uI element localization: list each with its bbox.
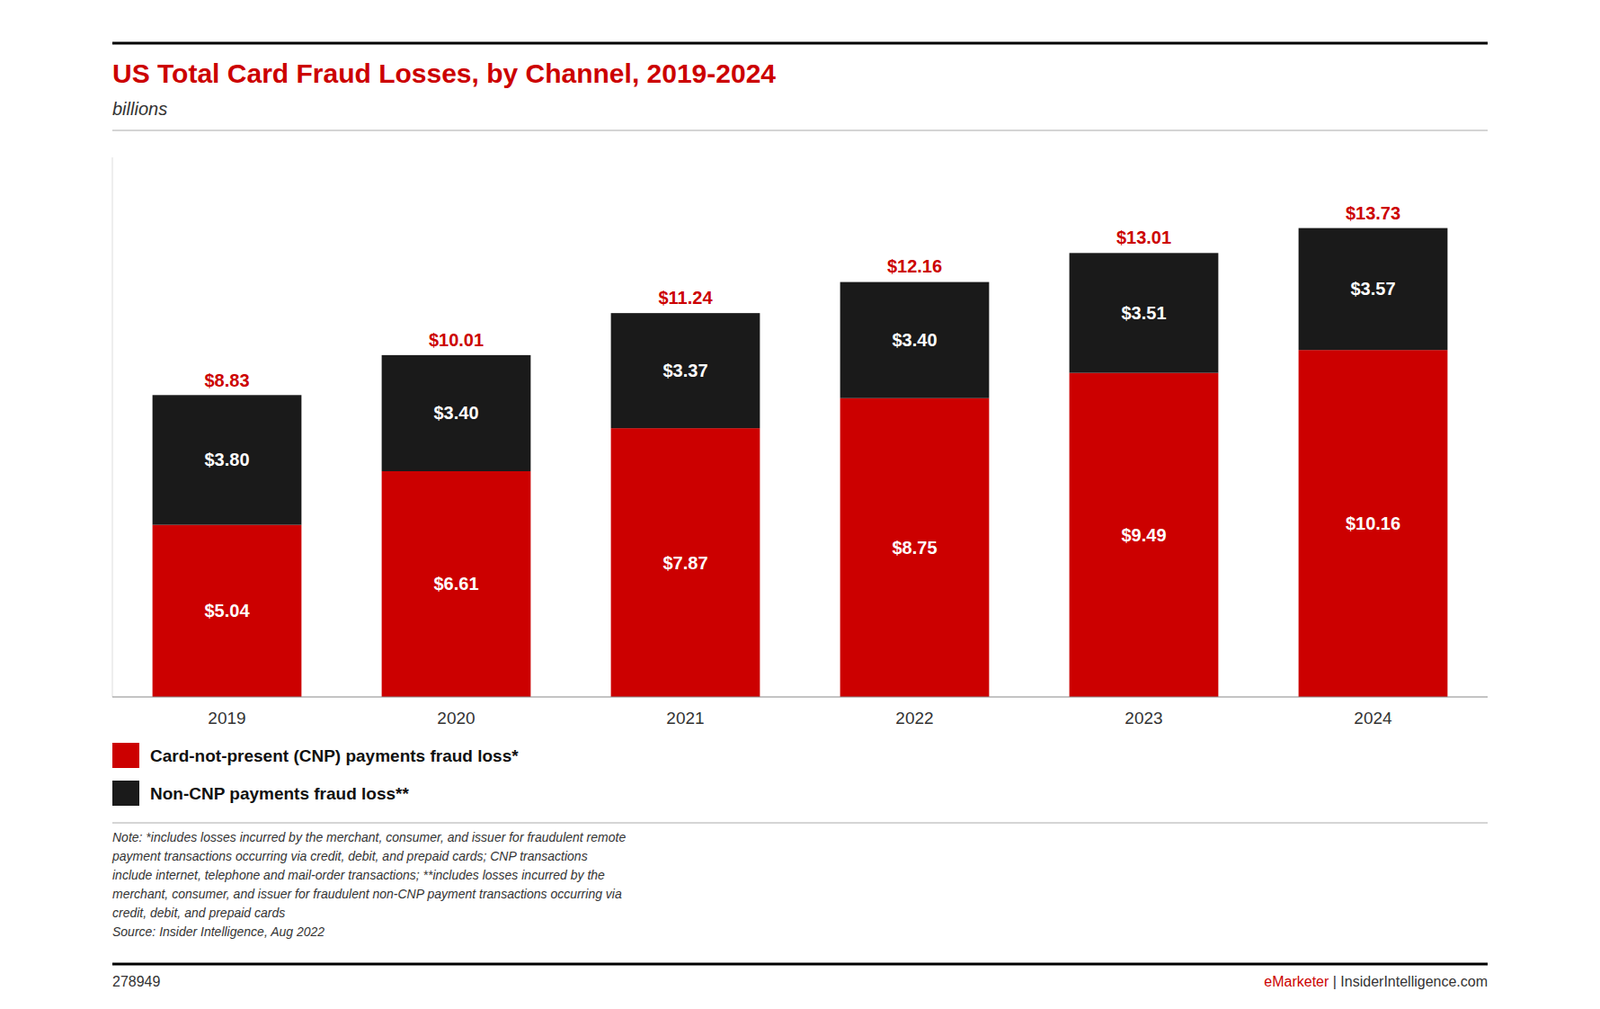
note-line: Source: Insider Intelligence, Aug 2022 xyxy=(112,924,325,939)
total-label: $13.01 xyxy=(1116,227,1172,248)
footer-id: 278949 xyxy=(112,973,160,989)
bar-segment xyxy=(1069,373,1219,697)
x-tick-label: 2023 xyxy=(1124,708,1163,728)
x-tick-label: 2022 xyxy=(895,708,934,728)
segment-label: $3.37 xyxy=(662,360,708,381)
x-tick-label: 2019 xyxy=(207,708,246,728)
total-label: $10.01 xyxy=(428,329,484,350)
note-line: payment transactions occurring via credi… xyxy=(111,848,588,863)
x-tick-label: 2021 xyxy=(666,708,704,728)
segment-label: $3.57 xyxy=(1350,278,1396,299)
subtitle: billions xyxy=(112,98,168,119)
note-line: credit, debit, and prepaid cards xyxy=(112,905,285,920)
y-axis-line xyxy=(112,157,114,697)
legend-swatch xyxy=(112,780,140,806)
bar-segment xyxy=(840,398,990,697)
total-label: $8.83 xyxy=(204,370,249,391)
bottom-rule xyxy=(112,962,1488,966)
footer-brand: eMarketer xyxy=(1263,973,1330,989)
segment-label: $3.51 xyxy=(1120,302,1166,323)
segment-label: $9.49 xyxy=(1120,524,1166,545)
separator xyxy=(112,130,1488,132)
note-line: include internet, telephone and mail-ord… xyxy=(112,867,605,882)
segment-label: $3.40 xyxy=(891,329,937,350)
data-labels: $5.04 $6.61 $7.87 $8.75 $9.49 $10.16 $3.80 $3.4… xyxy=(204,203,1401,622)
total-label: $13.73 xyxy=(1345,203,1401,223)
bar-segment xyxy=(1069,252,1219,373)
total-label: $11.24 xyxy=(657,287,713,308)
segment-label: $6.61 xyxy=(433,573,479,594)
chart-root: US Total Card Fraud Losses, by Channel, … xyxy=(0,0,1600,1009)
legend-label: Non-CNP payments fraud loss** xyxy=(150,783,409,803)
segment-label: $10.16 xyxy=(1345,513,1401,534)
bar-segment xyxy=(611,312,761,428)
top-rule xyxy=(112,42,1488,45)
footer-separator: | xyxy=(1328,973,1341,989)
bar-segment xyxy=(1298,228,1449,351)
note-separator xyxy=(112,822,1488,824)
note-line: merchant, consumer, and issuer for fraud… xyxy=(112,886,623,901)
x-tick-label: 2020 xyxy=(436,708,475,728)
segment-label: $7.87 xyxy=(662,552,708,573)
segment-label: $8.75 xyxy=(891,537,937,558)
note: Note: *includes losses incurred by the m… xyxy=(111,829,626,939)
legend: Card-not-present (CNP) payments fraud lo… xyxy=(112,742,519,806)
note-line: Note: *includes losses incurred by the m… xyxy=(112,829,626,845)
segment-label: $5.04 xyxy=(204,600,250,621)
bar-segment xyxy=(382,355,532,472)
bar-segment xyxy=(152,394,303,525)
bar-segment xyxy=(382,471,532,697)
title: US Total Card Fraud Losses, by Channel, … xyxy=(112,58,776,89)
segment-label: $3.40 xyxy=(433,402,479,423)
bar-segment xyxy=(152,524,303,697)
bar-segment xyxy=(840,282,990,399)
x-tick-label: 2024 xyxy=(1353,708,1393,728)
total-label: $12.16 xyxy=(887,256,943,276)
legend-label: Card-not-present (CNP) payments fraud lo… xyxy=(150,746,519,765)
legend-swatch xyxy=(112,742,140,768)
segment-label: $3.80 xyxy=(204,449,249,470)
footer-site: InsiderIntelligence.com xyxy=(1340,973,1488,989)
x-axis-line xyxy=(112,696,1488,698)
footer-credit: eMarketer | InsiderIntelligence.com xyxy=(1263,973,1488,989)
bar-segment xyxy=(611,427,761,697)
bars xyxy=(152,228,1449,697)
bar-segment xyxy=(1298,349,1449,697)
